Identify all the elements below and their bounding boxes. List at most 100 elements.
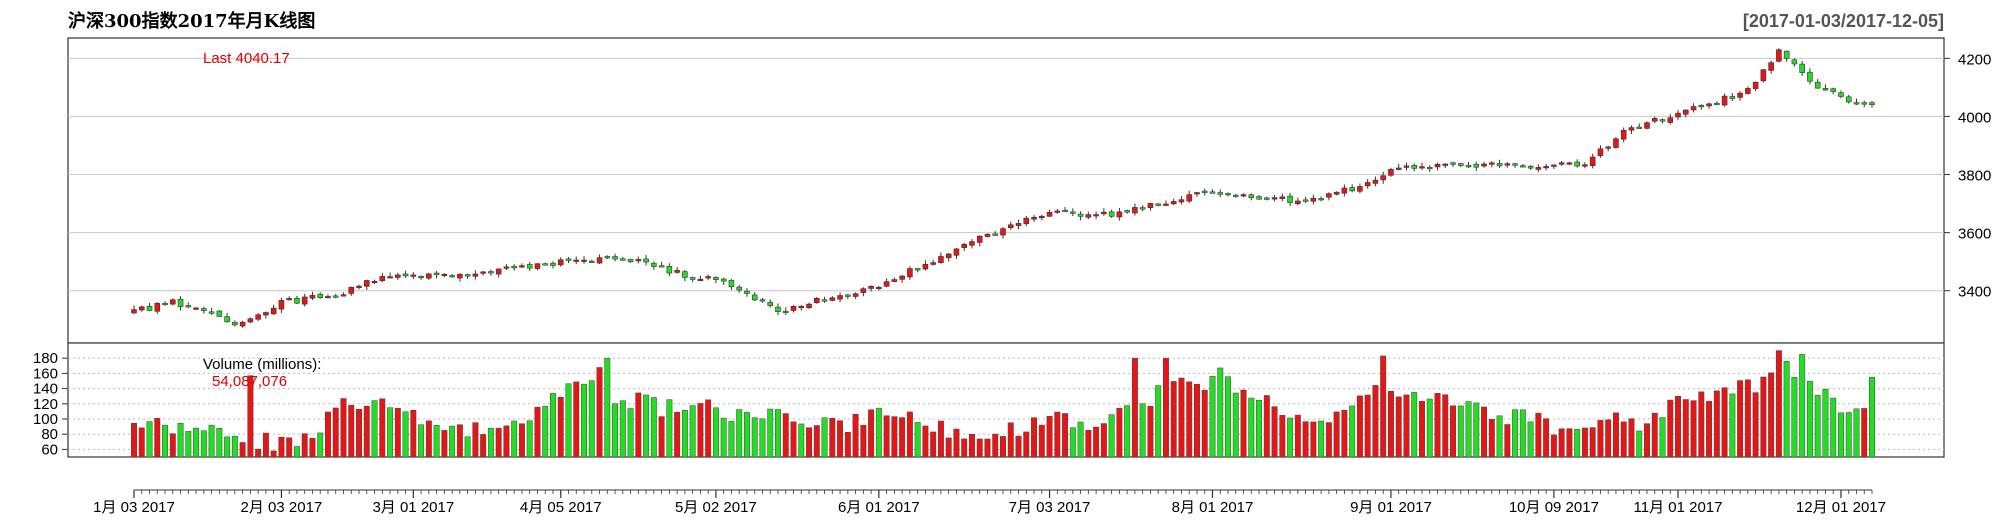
candle-body <box>1419 166 1425 169</box>
volume-bar <box>1744 379 1751 458</box>
x-tick-label: 2月 03 2017 <box>241 499 323 516</box>
volume-bar <box>239 442 246 458</box>
candle-body <box>1279 196 1286 199</box>
volume-bar <box>953 428 960 458</box>
candle-body <box>689 277 696 280</box>
volume-bar <box>1062 413 1069 458</box>
candle-body <box>557 259 564 266</box>
candle-body <box>402 273 409 277</box>
volume-bar <box>612 403 619 458</box>
x-axis: 1月 03 2017 2月 03 2017 3月 01 2017 4月 05 2017… <box>93 489 1886 516</box>
candle-body <box>247 318 254 323</box>
candle-body <box>1108 211 1115 217</box>
candle-body <box>433 272 440 275</box>
candle-body <box>1147 203 1154 208</box>
candle-body <box>1388 169 1394 176</box>
candle-body <box>1186 194 1192 202</box>
candle-body <box>1411 165 1418 169</box>
volume-bar <box>875 407 882 458</box>
volume-bar <box>1426 398 1433 458</box>
x-tick-label: 10月 09 2017 <box>1509 499 1599 516</box>
volume-bar <box>1356 395 1363 458</box>
volume-bar <box>821 417 828 458</box>
volume-bars <box>131 350 1875 458</box>
candle-body <box>790 305 797 311</box>
candle-body <box>1496 163 1503 167</box>
volume-bar <box>146 421 153 458</box>
volume-bar <box>131 422 137 458</box>
volume-bar <box>138 427 145 458</box>
volume-bar <box>557 396 564 458</box>
candle-body <box>131 309 137 314</box>
candle-body <box>1597 148 1604 156</box>
volume-bar <box>1186 381 1193 458</box>
candle-body <box>317 293 323 299</box>
volume-bar <box>1085 430 1092 458</box>
candle-body <box>914 268 921 271</box>
volume-bar <box>1496 415 1503 458</box>
volume-bar <box>782 413 789 458</box>
volume-bar <box>1853 408 1860 458</box>
candle-body <box>814 298 820 303</box>
candle-body <box>1605 146 1611 149</box>
candle-body <box>534 263 541 269</box>
candle-body <box>666 265 673 274</box>
volume-bar <box>1620 421 1627 458</box>
price-tick-label: 4000 <box>1958 109 1991 126</box>
candle-body <box>992 233 999 236</box>
candle-body <box>1007 224 1014 229</box>
candle-body <box>1620 130 1627 140</box>
volume-bar <box>1675 396 1681 458</box>
volume-bar <box>1279 415 1286 458</box>
volume-bar <box>666 399 673 458</box>
candle-body <box>170 299 176 305</box>
candle-body <box>1760 69 1767 82</box>
volume-bar <box>619 400 626 458</box>
candle-body <box>1636 126 1643 129</box>
volume-bar <box>1325 422 1332 458</box>
candle-body <box>1628 127 1635 131</box>
volume-bar <box>1837 412 1844 458</box>
candle-body <box>1768 62 1774 71</box>
candle-body <box>1714 102 1720 106</box>
x-tick-label: 7月 03 2017 <box>1009 499 1091 516</box>
candle-body <box>1489 162 1495 165</box>
volume-bar <box>1131 357 1138 458</box>
volume-bar <box>410 410 417 458</box>
candle-body <box>1776 49 1782 62</box>
volume-bar <box>1031 417 1038 458</box>
volume-bar <box>1108 414 1115 458</box>
volume-bar <box>1488 419 1495 458</box>
candle-body <box>806 303 812 308</box>
volume-bar <box>247 375 254 458</box>
candle-body <box>845 294 851 297</box>
volume-bar <box>317 432 324 458</box>
volume-bar <box>1869 376 1875 458</box>
volume-bar <box>542 406 549 458</box>
volume-bar <box>1512 409 1519 458</box>
volume-bar <box>169 433 176 458</box>
volume-bar <box>1077 421 1084 458</box>
candle-body <box>573 259 580 262</box>
candle-body <box>620 258 626 261</box>
volume-bar <box>992 433 999 458</box>
candle-body <box>294 297 300 304</box>
candle-body <box>1116 211 1123 218</box>
candle-body <box>984 233 991 237</box>
candle-body <box>767 301 774 306</box>
candle-body <box>744 290 750 294</box>
x-tick-label: 8月 01 2017 <box>1172 499 1254 516</box>
volume-bar <box>596 367 603 458</box>
candle-body <box>1132 207 1138 214</box>
candle-body <box>736 286 742 291</box>
candle-body <box>1434 164 1441 168</box>
candle-body <box>1442 163 1449 166</box>
candle-body <box>565 258 572 261</box>
volume-bar <box>224 436 231 458</box>
price-panel: 3400 3600 3800 4000 4200 Last 4040.17 <box>67 37 1991 344</box>
candle-body <box>1201 190 1208 193</box>
candle-body <box>751 294 758 301</box>
volume-bar <box>231 435 238 458</box>
candle-body <box>1341 187 1348 194</box>
candle-body <box>1791 59 1798 65</box>
